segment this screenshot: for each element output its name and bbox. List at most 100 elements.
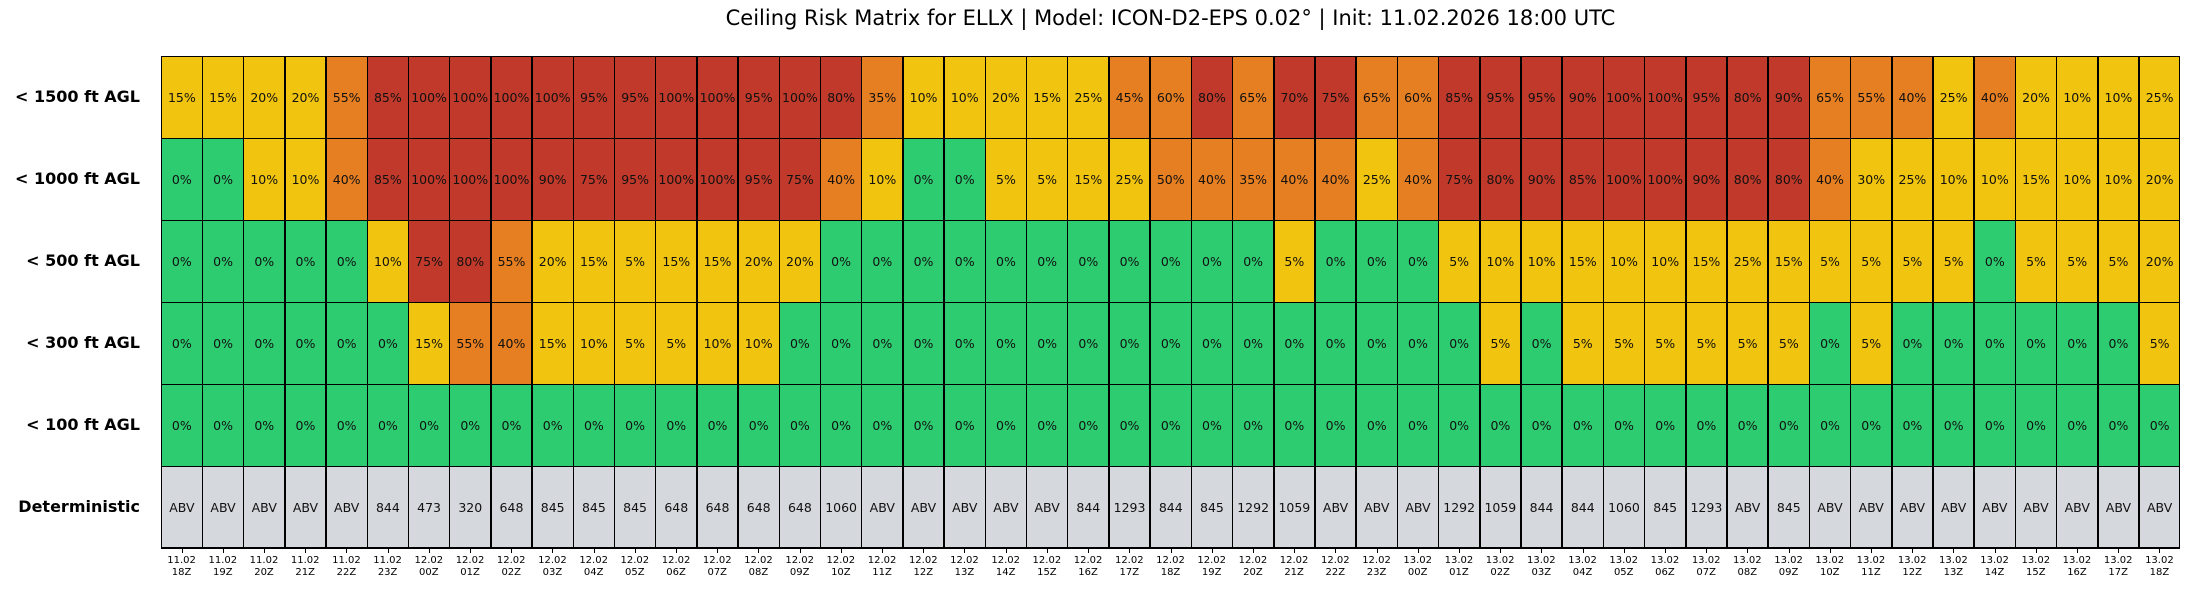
heatmap-cell: 0%: [1149, 302, 1192, 385]
heatmap-cell: 10%: [1932, 138, 1975, 221]
heatmap-cell: 95%: [737, 56, 780, 139]
heatmap-cell: 5%: [1850, 302, 1893, 385]
deterministic-cell: 845: [1767, 466, 1810, 549]
x-tick-label: 11.02 18Z: [167, 555, 196, 578]
x-tick: [1005, 548, 1007, 553]
heatmap-cell: 40%: [490, 302, 533, 385]
deterministic-cell: ABV: [861, 466, 904, 549]
x-tick-label: 12.02 08Z: [744, 555, 773, 578]
deterministic-cell: 473: [408, 466, 450, 549]
heatmap-cell: 0%: [861, 302, 904, 385]
x-tick: [1582, 548, 1584, 553]
heatmap-cell: 15%: [573, 220, 615, 303]
deterministic-cell: ABV: [985, 466, 1027, 549]
heatmap-cell: 0%: [243, 220, 286, 303]
heatmap-cell: 0%: [449, 384, 492, 467]
heatmap-cell: 0%: [573, 384, 615, 467]
x-tick-label: 13.02 09Z: [1774, 555, 1803, 578]
deterministic-cell: 1293: [1108, 466, 1151, 549]
heatmap-cell: 0%: [943, 138, 986, 221]
heatmap-cell: 55%: [1850, 56, 1893, 139]
heatmap-cell: 15%: [1026, 56, 1068, 139]
x-tick-label: 12.02 00Z: [414, 555, 444, 578]
heatmap-cell: 100%: [408, 138, 450, 221]
heatmap-cell: 40%: [1191, 138, 1233, 221]
heatmap-cell: 0%: [325, 220, 368, 303]
heatmap-cell: 5%: [1438, 220, 1481, 303]
heatmap-cell: 0%: [985, 302, 1027, 385]
x-tick: [222, 548, 224, 553]
heatmap-cell: 0%: [367, 302, 409, 385]
heatmap-cell: 0%: [737, 384, 780, 467]
heatmap-cell: 45%: [1108, 56, 1151, 139]
heatmap-cell: 95%: [614, 56, 656, 139]
x-tick-label: 12.02 05Z: [620, 555, 650, 578]
heatmap-cell: 20%: [531, 220, 574, 303]
heatmap-cell: 15%: [161, 56, 203, 139]
x-tick-label: 12.02 09Z: [785, 555, 814, 578]
heatmap-cell: 25%: [1108, 138, 1151, 221]
heatmap-cell: 5%: [1479, 302, 1522, 385]
deterministic-cell: 1293: [1685, 466, 1728, 549]
heatmap-cell: 0%: [655, 384, 698, 467]
heatmap-cell: 70%: [1273, 56, 1316, 139]
heatmap-cell: 0%: [367, 384, 409, 467]
heatmap-cell: 0%: [985, 220, 1027, 303]
deterministic-cell: 844: [1149, 466, 1192, 549]
heatmap-cell: 0%: [161, 302, 203, 385]
x-tick: [305, 548, 307, 553]
heatmap-cell: 0%: [779, 302, 821, 385]
heatmap-cell: 0%: [161, 138, 203, 221]
heatmap-cell: 0%: [1067, 384, 1110, 467]
heatmap-cell: 15%: [531, 302, 574, 385]
heatmap-cell: 0%: [1809, 302, 1851, 385]
x-tick: [1541, 548, 1543, 553]
x-tick: [552, 548, 554, 553]
deterministic-cell: ABV: [902, 466, 945, 549]
x-tick: [2159, 548, 2161, 553]
heatmap-cell: 55%: [325, 56, 368, 139]
heatmap-cell: 0%: [1973, 220, 2016, 303]
heatmap-cell: 15%: [408, 302, 450, 385]
heatmap-cell: 0%: [2138, 384, 2181, 467]
x-tick: [1664, 548, 1666, 553]
x-tick-label: 13.02 11Z: [1856, 555, 1886, 578]
heatmap-cell: 80%: [1191, 56, 1233, 139]
heatmap-cell: 60%: [1149, 56, 1192, 139]
x-tick-label: 11.02 22Z: [332, 555, 361, 578]
heatmap-cell: 10%: [243, 138, 286, 221]
deterministic-cell: 844: [367, 466, 409, 549]
heatmap-cell: 15%: [1685, 220, 1728, 303]
heatmap-cell: 5%: [614, 302, 656, 385]
deterministic-cell: ABV: [2138, 466, 2181, 549]
heatmap-cell: 5%: [2015, 220, 2057, 303]
heatmap-cell: 75%: [779, 138, 821, 221]
chart-title: Ceiling Risk Matrix for ELLX | Model: IC…: [725, 6, 1616, 30]
x-tick: [470, 548, 472, 553]
x-tick-label: 12.02 14Z: [991, 555, 1020, 578]
heatmap-cell: 15%: [696, 220, 739, 303]
heatmap-cell: 25%: [1067, 56, 1110, 139]
x-tick-label: 12.02 13Z: [950, 555, 979, 578]
heatmap-cell: 0%: [902, 220, 945, 303]
heatmap-cell: 0%: [1314, 220, 1357, 303]
heatmap-cell: 100%: [696, 56, 739, 139]
x-tick-label: 12.02 15Z: [1032, 555, 1062, 578]
heatmap-cell: 0%: [943, 302, 986, 385]
deterministic-cell: 648: [779, 466, 821, 549]
heatmap-cell: 0%: [1191, 384, 1233, 467]
x-tick-label: 13.02 03Z: [1527, 555, 1556, 578]
heatmap-cell: 0%: [1726, 384, 1769, 467]
heatmap-cell: 0%: [284, 220, 327, 303]
x-tick-label: 12.02 11Z: [867, 555, 897, 578]
heatmap-cell: 55%: [449, 302, 492, 385]
heatmap-cell: 90%: [1561, 56, 1604, 139]
heatmap-cell: 50%: [1149, 138, 1192, 221]
heatmap-cell: 0%: [1026, 384, 1068, 467]
x-tick: [511, 548, 513, 553]
heatmap-cell: 85%: [367, 138, 409, 221]
heatmap-cell: 20%: [2138, 220, 2181, 303]
heatmap-cell: 0%: [1273, 302, 1316, 385]
heatmap-cell: 0%: [614, 384, 656, 467]
heatmap-cell: 10%: [2056, 56, 2099, 139]
